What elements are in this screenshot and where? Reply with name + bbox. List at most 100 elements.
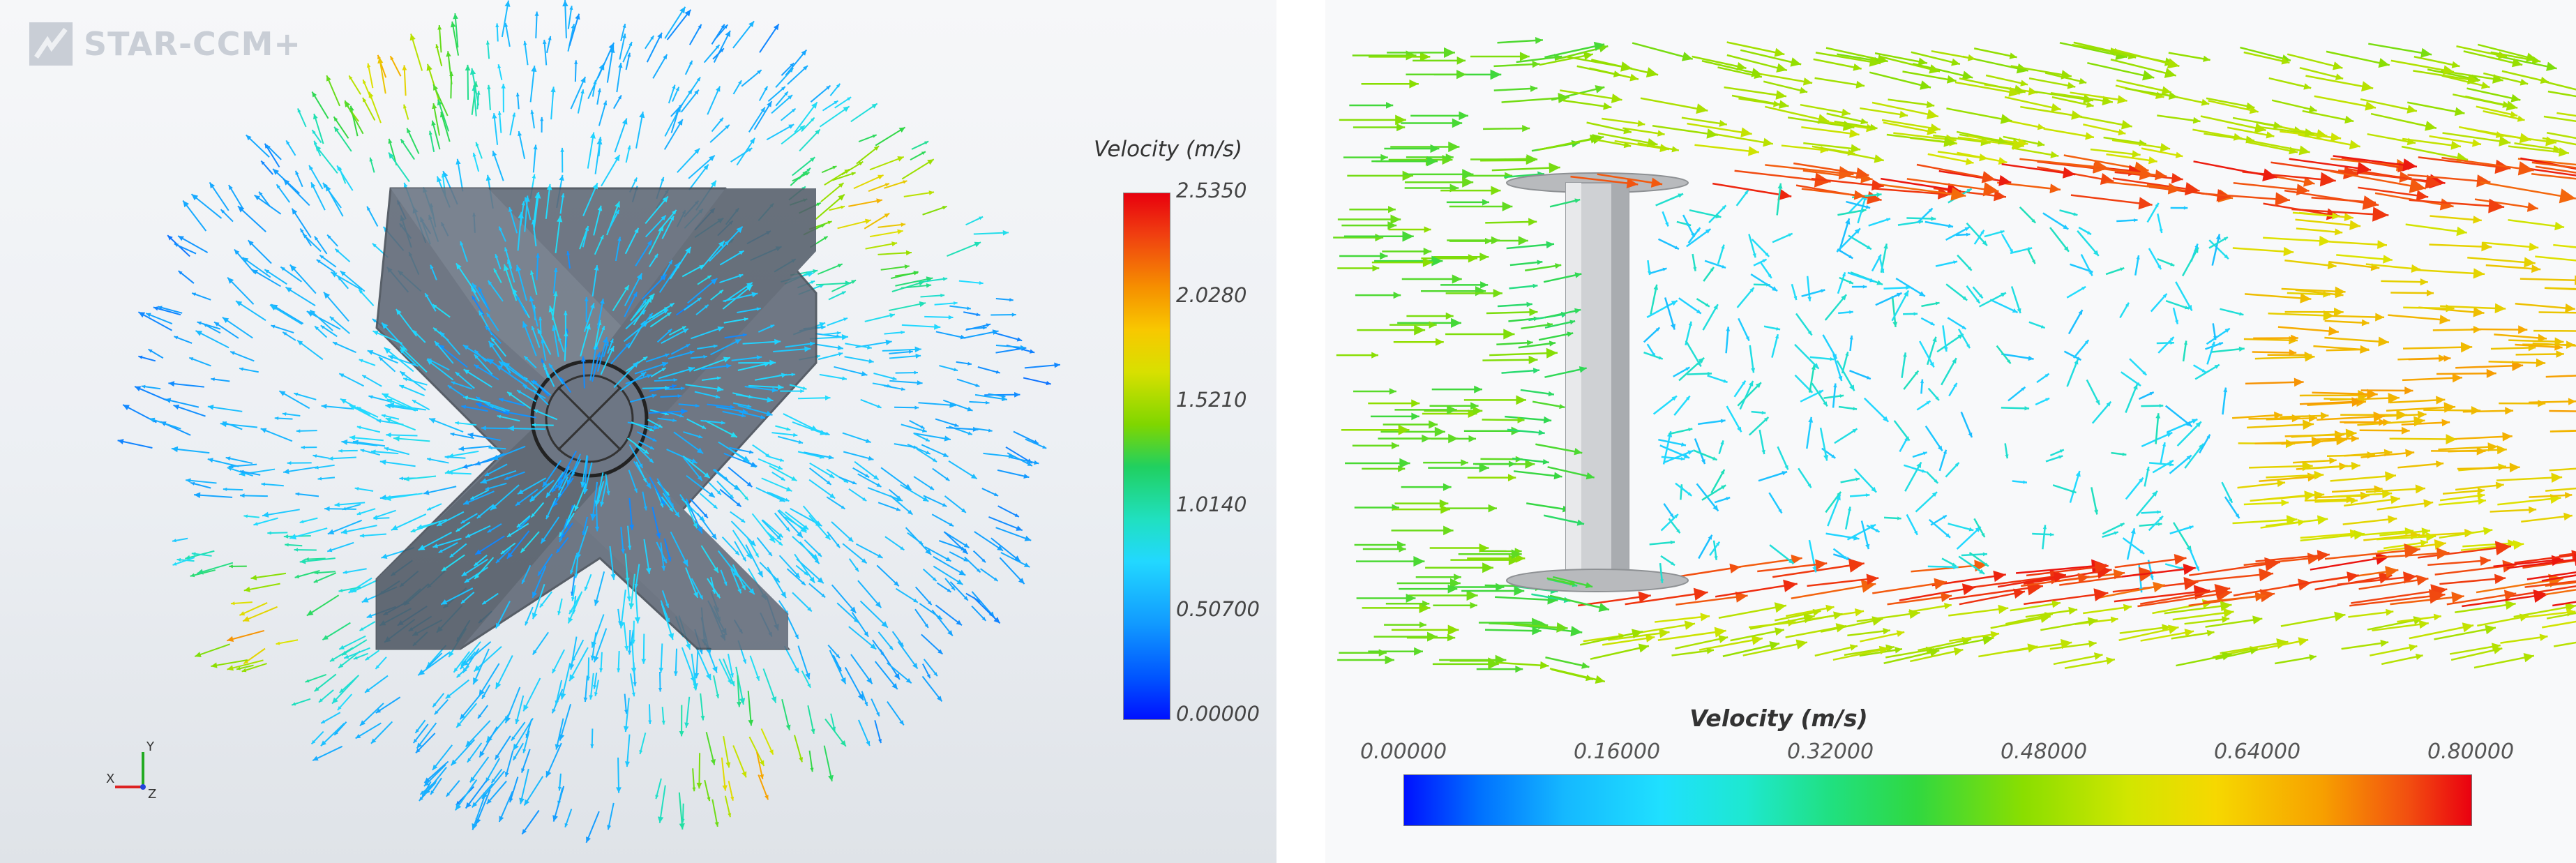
velocity-vector-head [1528,218,1537,226]
velocity-vector [566,453,581,486]
velocity-vector-head [2132,150,2141,158]
velocity-vector-head [2012,140,2024,150]
velocity-vector [1482,419,1525,421]
velocity-vector-head [542,39,547,45]
velocity-vector-head [2149,392,2154,396]
velocity-vector [1814,645,1858,657]
velocity-vector [2140,587,2231,606]
velocity-vector-head [894,673,900,680]
velocity-vector [338,373,364,387]
velocity-vector-head [2093,160,2109,174]
velocity-vector [1698,637,1763,651]
velocity-vector-head [508,425,515,432]
velocity-vector-head [2223,387,2228,393]
velocity-vector-head [416,742,422,749]
velocity-vector [467,433,501,442]
velocity-vector-head [178,236,184,241]
velocity-vector-head [446,792,451,797]
velocity-vector-head [660,503,664,508]
velocity-vector-head [574,573,578,578]
velocity-vector-head [2175,320,2179,324]
velocity-vector [117,440,153,449]
velocity-vector-head [522,829,527,834]
velocity-vector [283,466,318,473]
velocity-vector [1681,117,1727,126]
velocity-vector-head [971,474,977,479]
velocity-vector [732,564,746,591]
velocity-vector-head [894,580,899,587]
velocity-vector-head [1720,469,1725,474]
velocity-vector-head [403,182,408,188]
velocity-vector [1708,204,1727,223]
velocity-vector-head [914,370,918,375]
velocity-vector-head [575,553,582,560]
velocity-vector-head [2148,156,2157,165]
velocity-vector-head [458,446,465,451]
velocity-vector-head [1807,483,1812,488]
velocity-vector [459,651,476,670]
velocity-vector-head [1961,583,1976,596]
velocity-vector [2102,523,2125,535]
velocity-vector [402,377,428,386]
velocity-vector [627,525,631,550]
velocity-vector-head [1450,578,1461,588]
velocity-vector-head [462,345,469,350]
velocity-vector-head [1447,624,1459,636]
velocity-vector-head [2184,181,2200,196]
velocity-vector [473,645,502,673]
velocity-vector-head [704,472,710,479]
velocity-vector-head [570,570,574,575]
velocity-vector-head [1883,416,1889,422]
velocity-vector-head [1448,141,1460,153]
velocity-vector [1685,340,1702,368]
velocity-vector-head [311,182,316,188]
velocity-vector [485,402,510,412]
velocity-vector-head [801,580,806,585]
velocity-vector [2105,181,2181,191]
velocity-vector [737,675,740,707]
velocity-vector [2381,280,2428,283]
velocity-vector-head [1671,396,1677,401]
velocity-vector [1543,273,1582,283]
velocity-vector-head [717,326,724,332]
velocity-vector-head [601,326,605,331]
velocity-vector-head [627,145,631,150]
velocity-vector [820,182,845,202]
velocity-vector-head [2513,540,2524,550]
velocity-vector [1824,294,1848,321]
velocity-vector [942,399,973,412]
velocity-vector [651,302,675,319]
velocity-vector-head [2183,206,2188,210]
velocity-vector-head [1488,504,1497,513]
velocity-vector [291,208,312,239]
velocity-vector [532,584,545,620]
velocity-vector-head [1670,540,1675,545]
velocity-vector-head [1688,428,1693,432]
velocity-vector-head [553,267,558,273]
velocity-vector-head [359,720,366,726]
velocity-vector-head [2138,197,2153,210]
velocity-vector-head [2020,80,2028,87]
velocity-vector-head [2485,624,2496,635]
velocity-vector-head [2351,397,2363,407]
velocity-vector [450,433,474,440]
velocity-vector-head [2088,640,2097,648]
velocity-vector [2232,117,2282,128]
velocity-vector [600,479,608,507]
velocity-vector [2365,263,2421,271]
velocity-vector [836,602,859,624]
velocity-vector [1834,120,1878,130]
velocity-vector [515,695,525,725]
velocity-vector-head [981,617,986,621]
velocity-vector-head [2175,151,2183,158]
velocity-vector [533,193,538,223]
velocity-vector [2377,501,2434,511]
velocity-vector [783,645,800,674]
velocity-vector-head [1847,506,1851,511]
velocity-vector-head [2162,442,2167,446]
velocity-vector [783,413,818,432]
velocity-vector-head [2317,515,2328,525]
velocity-vector-head [1470,402,1479,410]
velocity-vector-head [488,446,492,450]
velocity-vector [723,452,758,467]
